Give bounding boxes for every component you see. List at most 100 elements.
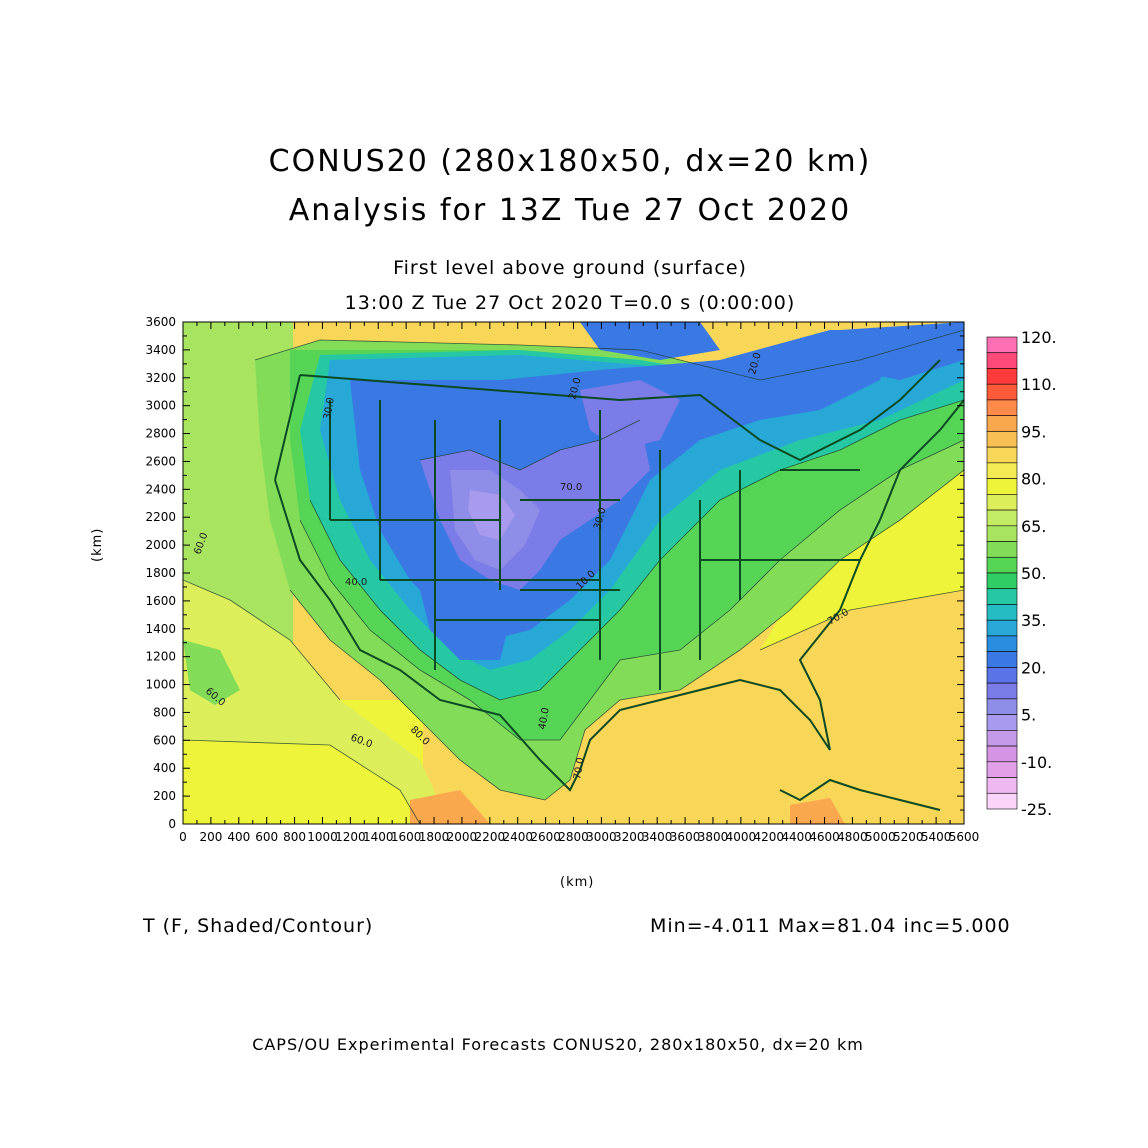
x-tick-label: 600 <box>255 830 278 844</box>
colorbar-swatch <box>986 761 1018 778</box>
y-tick-label: 3000 <box>145 399 176 413</box>
subtitle-level: First level above ground (surface) <box>393 257 747 279</box>
colorbar-swatch <box>986 509 1018 527</box>
contour-label: 70.0 <box>560 482 582 493</box>
contour-label: 30.0 <box>322 397 337 421</box>
colorbar-label: 80. <box>1021 470 1046 489</box>
x-tick-label: 3000 <box>586 830 617 844</box>
colorbar-swatch <box>986 446 1018 464</box>
y-tick-label: 2600 <box>145 454 176 468</box>
y-tick-label: 2800 <box>145 427 176 441</box>
colorbar <box>986 336 1018 810</box>
contour-label: 70.0 <box>572 757 587 781</box>
colorbar-swatch <box>986 368 1018 385</box>
colorbar-swatch <box>986 383 1018 401</box>
x-tick-label: 5000 <box>865 830 896 844</box>
colorbar-swatch <box>986 777 1018 794</box>
field-statistics: Min=-4.011 Max=81.04 inc=5.000 <box>650 915 1011 937</box>
colorbar-swatch <box>986 431 1018 448</box>
y-tick-label: 0 <box>168 817 176 831</box>
y-tick-label: 600 <box>153 733 176 747</box>
y-tick-labels: 0 200 400 600 800 1000 1200 1400 1600 1800 2000 220… <box>145 315 176 831</box>
y-tick-label: 1200 <box>145 650 176 664</box>
colorbar-swatch <box>986 651 1018 668</box>
colorbar-swatch <box>986 399 1018 416</box>
y-tick-label: 3600 <box>145 315 176 329</box>
y-tick-label: 2000 <box>145 538 176 552</box>
y-tick-label: 1400 <box>145 622 176 636</box>
y-tick-label: 3200 <box>145 371 176 385</box>
colorbar-swatch <box>986 730 1018 747</box>
colorbar-swatch <box>986 714 1018 731</box>
colorbar-label: 35. <box>1021 611 1046 630</box>
colorbar-swatch <box>986 604 1018 621</box>
colorbar-swatch <box>986 541 1018 558</box>
x-tick-label: 5400 <box>921 830 952 844</box>
y-tick-label: 2200 <box>145 510 176 524</box>
subtitle-time: 13:00 Z Tue 27 Oct 2020 T=0.0 s (0:00:00… <box>344 292 796 314</box>
colorbar-label: 50. <box>1021 564 1046 583</box>
x-tick-label: 2000 <box>447 830 478 844</box>
colorbar-label: 120. <box>1021 328 1057 347</box>
colorbar-label: 5. <box>1021 706 1036 725</box>
colorbar-swatch <box>986 635 1018 652</box>
colorbar-swatch <box>986 336 1018 354</box>
x-tick-label: 2200 <box>475 830 506 844</box>
x-tick-label: 5600 <box>949 830 980 844</box>
y-tick-label: 400 <box>153 761 176 775</box>
y-tick-label: 1000 <box>145 678 176 692</box>
colorbar-swatch <box>986 588 1018 605</box>
x-tick-label: 1600 <box>391 830 422 844</box>
colorbar-swatch <box>986 352 1018 369</box>
map-plot-area <box>183 322 964 824</box>
y-tick-label: 1600 <box>145 594 176 608</box>
colorbar-label: 65. <box>1021 517 1046 536</box>
colorbar-label: -25. <box>1021 800 1052 819</box>
colorbar-swatch <box>986 415 1018 432</box>
x-tick-label: 1000 <box>307 830 338 844</box>
colorbar-label: 95. <box>1021 422 1046 441</box>
colorbar-swatch <box>986 698 1018 715</box>
colorbar-swatch <box>986 525 1018 542</box>
colorbar-label: -10. <box>1021 753 1052 772</box>
variable-description: T (F, Shaded/Contour) <box>143 915 374 937</box>
colorbar-swatch <box>986 745 1018 763</box>
colorbar-swatch <box>986 682 1018 700</box>
y-tick-label: 2400 <box>145 482 176 496</box>
y-tick-label: 3400 <box>145 343 176 357</box>
x-axis-label: (km) <box>560 875 595 890</box>
x-tick-label: 4200 <box>753 830 784 844</box>
colorbar-swatch <box>986 478 1018 495</box>
contour-label: 40.0 <box>345 577 367 588</box>
footer-credit: CAPS/OU Experimental Forecasts CONUS20, … <box>252 1035 864 1054</box>
x-tick-label: 3200 <box>614 830 645 844</box>
colorbar-labels: 120. 110. 95. 80. 65. 50. 35. 20. 5. -10. -25. <box>1021 328 1057 819</box>
x-tick-label: 800 <box>283 830 306 844</box>
main-title-line1: CONUS20 (280x180x50, dx=20 km) <box>268 144 872 179</box>
x-tick-labels: 0 200 400 600 800 100012001400160018002000220… <box>179 830 979 844</box>
colorbar-swatch <box>986 792 1018 810</box>
x-tick-label: 4400 <box>781 830 812 844</box>
x-tick-label: 0 <box>179 830 187 844</box>
y-tick-label: 200 <box>153 789 176 803</box>
x-tick-label: 200 <box>199 830 222 844</box>
x-tick-label: 3400 <box>642 830 673 844</box>
colorbar-swatch <box>986 619 1018 637</box>
x-tick-label: 3800 <box>698 830 729 844</box>
x-tick-label: 3600 <box>670 830 701 844</box>
colorbar-swatch <box>986 494 1018 511</box>
contour-label: 40.0 <box>537 707 552 731</box>
colorbar-label: 110. <box>1021 375 1057 394</box>
x-tick-label: 2800 <box>558 830 589 844</box>
colorbar-label: 20. <box>1021 658 1046 677</box>
x-tick-label: 5200 <box>893 830 924 844</box>
main-title-line2: Analysis for 13Z Tue 27 Oct 2020 <box>288 193 852 228</box>
axis-ticks <box>182 321 965 825</box>
x-tick-label: 1200 <box>335 830 366 844</box>
x-tick-label: 4800 <box>837 830 868 844</box>
colorbar-swatch <box>986 572 1018 590</box>
x-tick-label: 4000 <box>726 830 757 844</box>
y-tick-label: 800 <box>153 705 176 719</box>
x-tick-label: 400 <box>227 830 250 844</box>
